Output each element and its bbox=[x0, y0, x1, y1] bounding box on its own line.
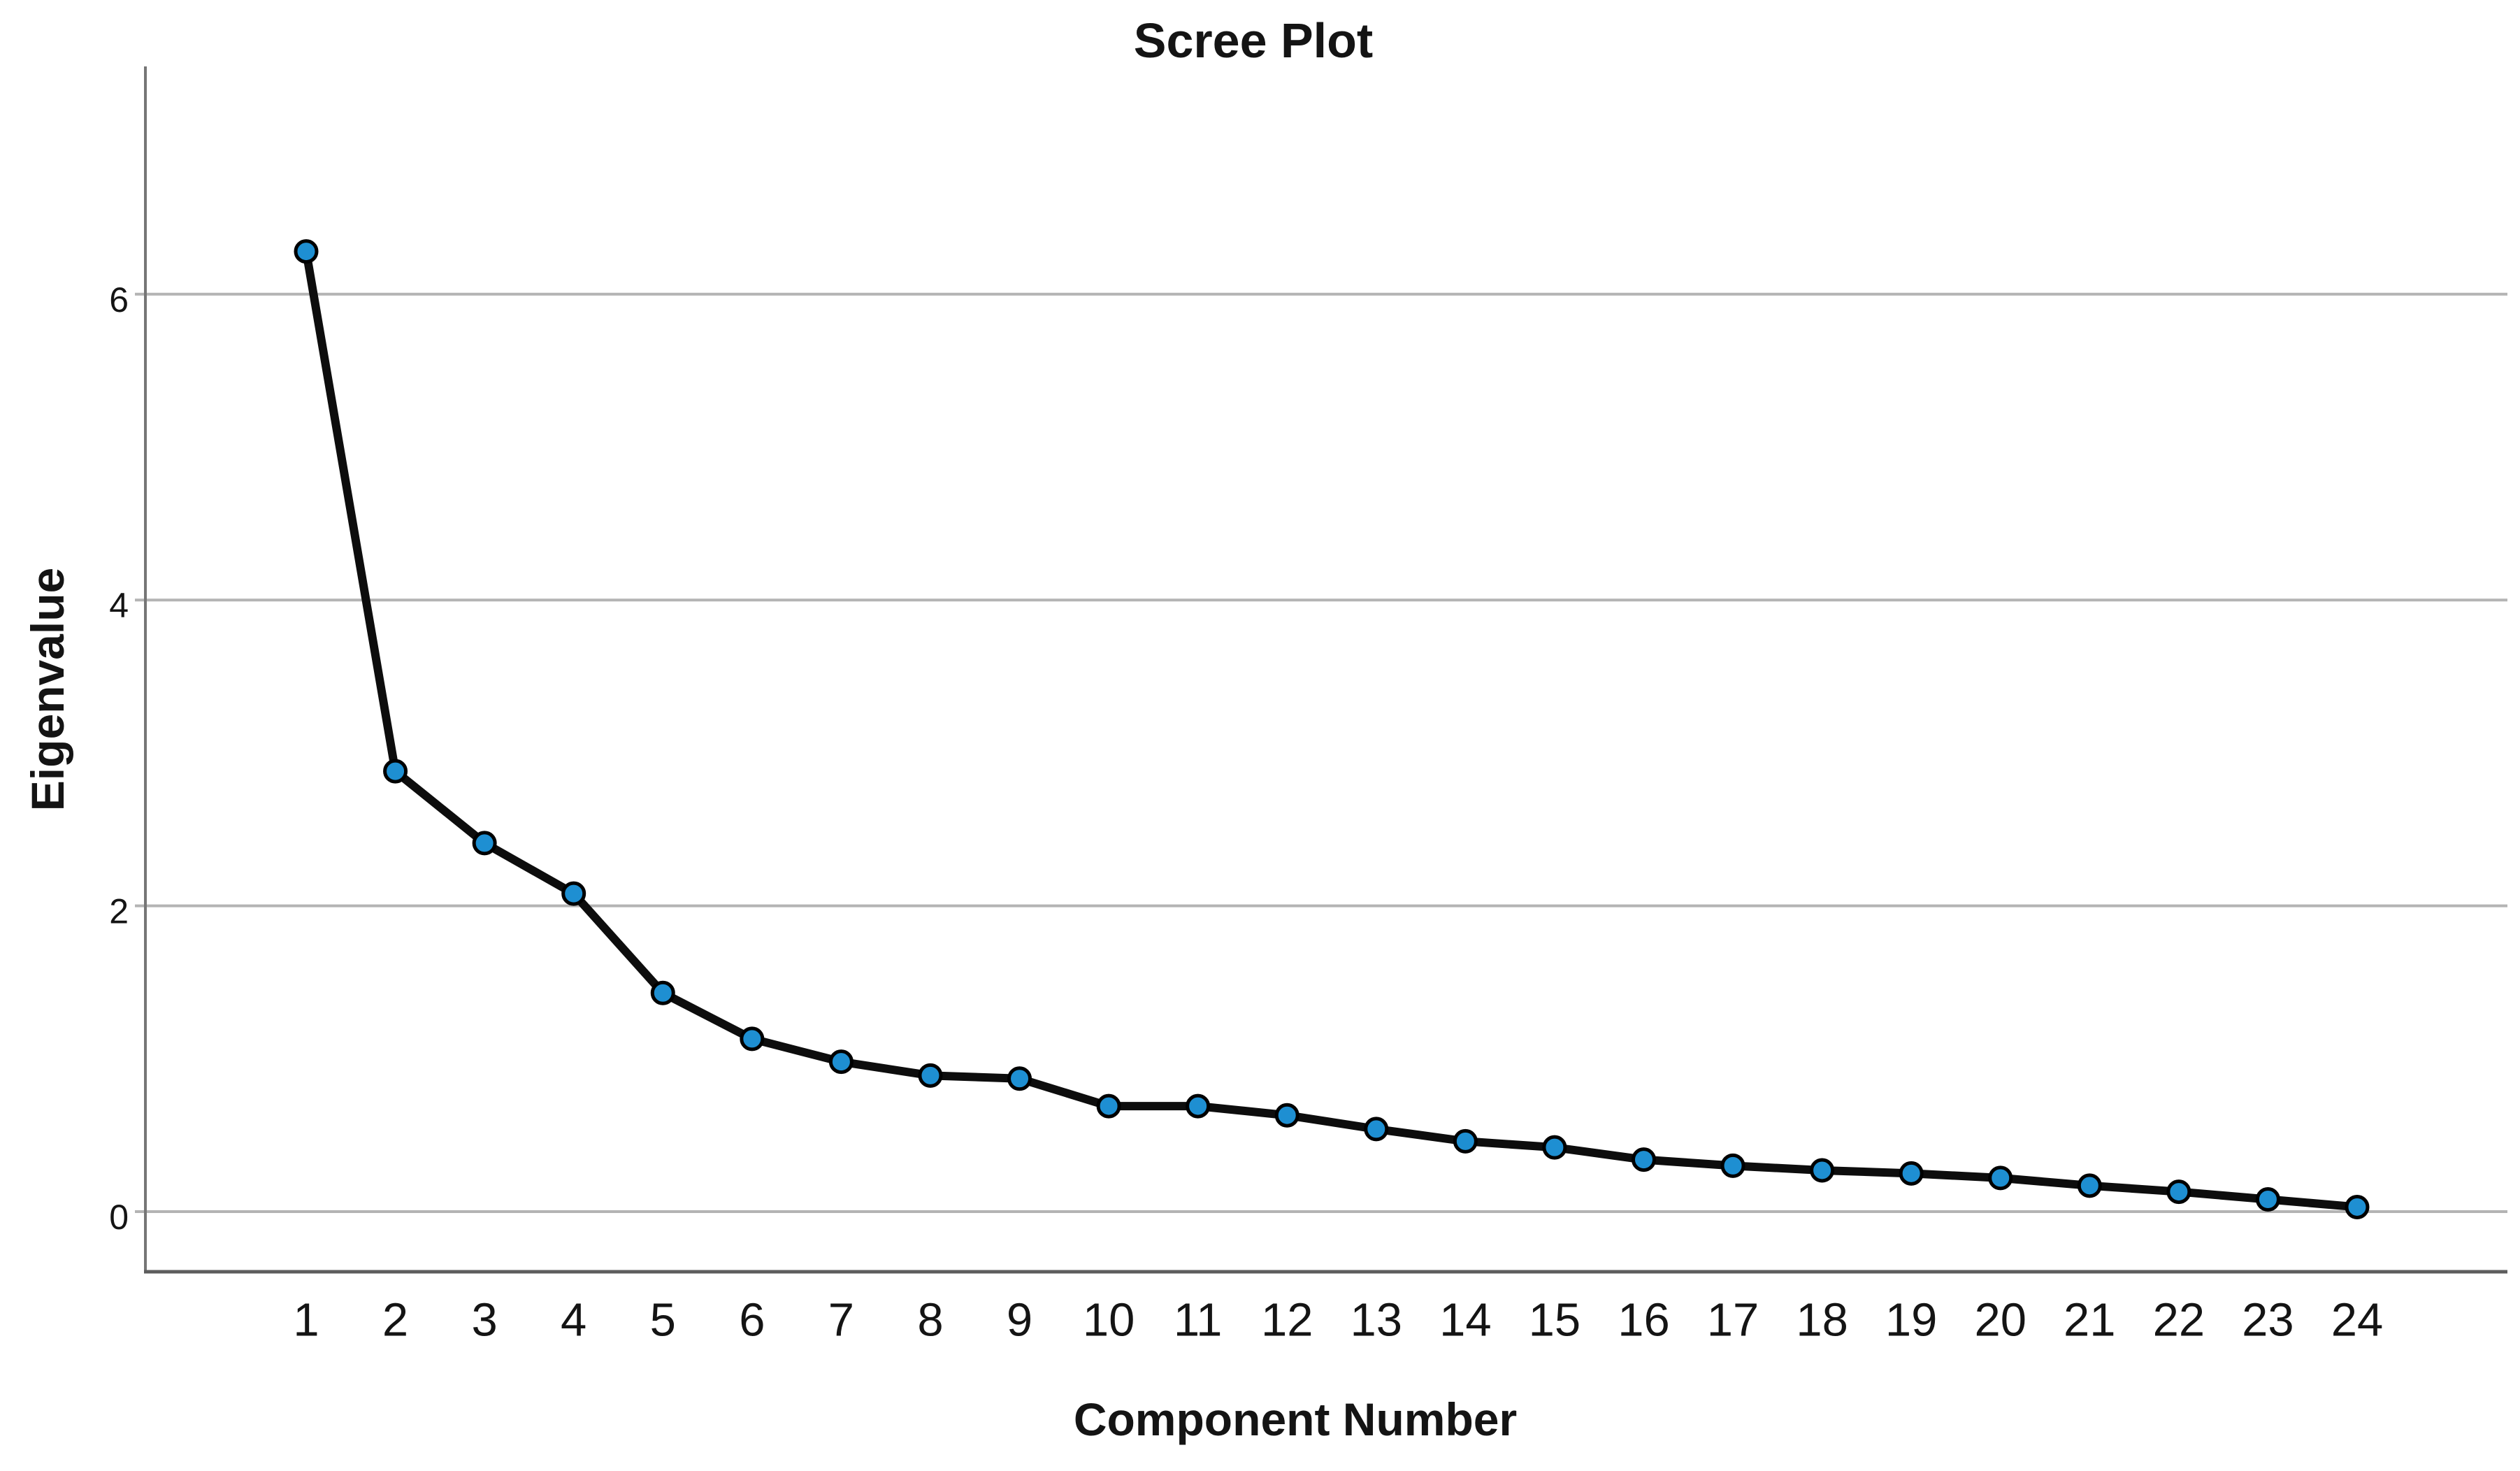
data-point bbox=[918, 1063, 943, 1088]
data-point bbox=[2077, 1173, 2102, 1198]
x-tick-label: 21 bbox=[2064, 1294, 2116, 1347]
data-point bbox=[1364, 1117, 1389, 1142]
x-tick-label: 4 bbox=[561, 1294, 586, 1347]
x-tick-label: 19 bbox=[1885, 1294, 1938, 1347]
data-point bbox=[1988, 1165, 2013, 1191]
x-tick-label: 22 bbox=[2153, 1294, 2205, 1347]
data-point bbox=[2166, 1179, 2191, 1205]
data-point bbox=[740, 1026, 765, 1052]
data-point bbox=[650, 980, 675, 1005]
gridlines bbox=[135, 292, 2507, 1213]
x-tick-label: 5 bbox=[650, 1294, 676, 1347]
data-points bbox=[294, 239, 2370, 1219]
x-tick-label: 16 bbox=[1618, 1294, 1670, 1347]
data-point bbox=[472, 831, 497, 856]
x-tick-label: 20 bbox=[1974, 1294, 2026, 1347]
data-point bbox=[383, 759, 408, 784]
x-tick-label: 1 bbox=[293, 1294, 319, 1347]
x-tick-label: 8 bbox=[917, 1294, 943, 1347]
x-tick-label: 23 bbox=[2242, 1294, 2294, 1347]
data-point bbox=[1899, 1161, 1924, 1186]
y-tick-label: 6 bbox=[109, 280, 129, 320]
x-tick-label: 24 bbox=[2331, 1294, 2384, 1347]
x-tick-label: 2 bbox=[382, 1294, 408, 1347]
chart-title: Scree Plot bbox=[1134, 13, 1373, 68]
x-tick-label: 12 bbox=[1261, 1294, 1313, 1347]
x-tick-label: 6 bbox=[739, 1294, 765, 1347]
x-tick-labels: 1 2 3 4 5 6 7 8 9 10 11 12 13 14 15 16 17 18 19 20 21 22 23 24 bbox=[293, 1294, 2383, 1347]
y-tick-labels: 6 4 2 0 bbox=[109, 280, 129, 1237]
data-point bbox=[2255, 1187, 2280, 1212]
x-tick-label: 3 bbox=[471, 1294, 497, 1347]
data-point bbox=[1631, 1147, 1656, 1172]
data-point bbox=[1542, 1135, 1567, 1160]
data-point bbox=[561, 881, 586, 906]
x-tick-label: 7 bbox=[828, 1294, 854, 1347]
data-point bbox=[2345, 1194, 2370, 1219]
x-tick-label: 18 bbox=[1796, 1294, 1848, 1347]
data-point bbox=[1810, 1158, 1835, 1183]
x-tick-label: 17 bbox=[1707, 1294, 1759, 1347]
data-point bbox=[1096, 1093, 1121, 1119]
y-tick-label: 4 bbox=[109, 586, 129, 625]
y-tick-label: 0 bbox=[109, 1198, 129, 1237]
y-axis-title: Eigenvalue bbox=[22, 568, 73, 811]
y-tick-label: 2 bbox=[109, 892, 129, 931]
x-tick-label: 11 bbox=[1174, 1294, 1223, 1347]
x-tick-label: 15 bbox=[1529, 1294, 1581, 1347]
x-tick-label: 10 bbox=[1083, 1294, 1135, 1347]
x-tick-label: 13 bbox=[1351, 1294, 1403, 1347]
data-point bbox=[1186, 1093, 1211, 1119]
data-point bbox=[294, 239, 319, 264]
data-point bbox=[828, 1049, 854, 1075]
data-point bbox=[1274, 1103, 1299, 1128]
x-axis-title: Component Number bbox=[1074, 1393, 1517, 1445]
data-point bbox=[1720, 1153, 1745, 1178]
data-point bbox=[1453, 1128, 1478, 1154]
x-tick-label: 14 bbox=[1439, 1294, 1492, 1347]
scree-line bbox=[302, 247, 2361, 1212]
x-tick-label: 9 bbox=[1007, 1294, 1032, 1347]
data-point bbox=[1007, 1066, 1032, 1091]
